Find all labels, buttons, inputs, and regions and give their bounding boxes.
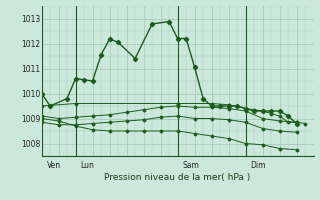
X-axis label: Pression niveau de la mer( hPa ): Pression niveau de la mer( hPa ) xyxy=(104,173,251,182)
Text: Ven: Ven xyxy=(47,161,61,170)
Text: Sam: Sam xyxy=(183,161,200,170)
Text: Dim: Dim xyxy=(251,161,266,170)
Text: Lun: Lun xyxy=(81,161,95,170)
